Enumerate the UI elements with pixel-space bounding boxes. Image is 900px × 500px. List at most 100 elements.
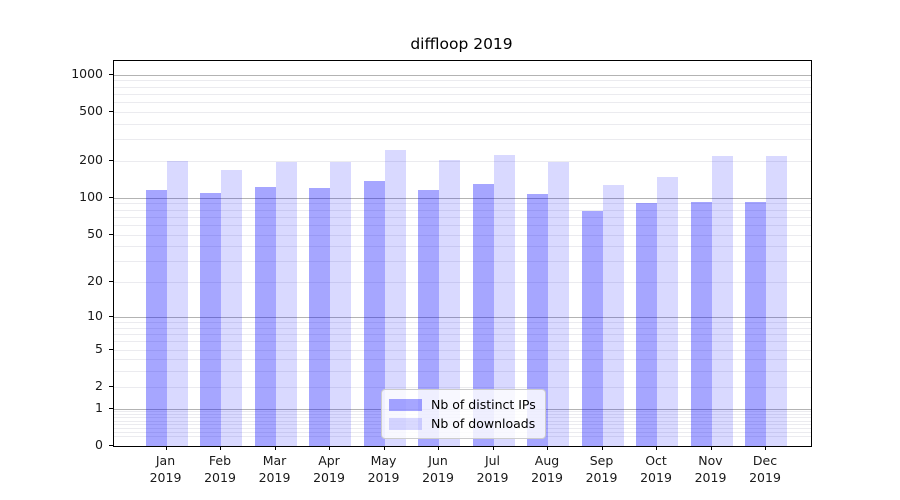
x-tick-label: Dec 2019 <box>749 453 781 485</box>
grid-line-minor <box>114 371 811 373</box>
grid-line-minor <box>114 322 811 324</box>
grid-line-minor <box>114 216 811 218</box>
legend-swatch-downloads <box>389 417 422 430</box>
y-tick-mark <box>109 159 113 161</box>
y-tick-label: 2 <box>95 377 103 393</box>
bar-downloads-jan <box>166 160 188 446</box>
x-tick-mark <box>656 446 657 450</box>
y-tick-label: 50 <box>87 225 103 241</box>
bar-distinct-ips-feb <box>200 192 221 446</box>
x-tick-label: Apr 2019 <box>313 453 345 485</box>
grid-line-minor <box>114 386 811 388</box>
y-tick-label: 500 <box>79 102 103 118</box>
y-tick-mark <box>109 281 113 283</box>
grid-line-minor <box>114 359 811 361</box>
y-tick-label: 5 <box>95 340 103 356</box>
grid-line-minor <box>114 246 811 248</box>
y-tick-mark <box>109 233 113 235</box>
chart-title: diffloop 2019 <box>410 35 513 53</box>
bar-downloads-may <box>384 150 406 446</box>
x-tick-mark <box>274 446 276 450</box>
bar-distinct-ips-apr <box>309 188 330 446</box>
bar-distinct-ips-dec <box>745 202 766 446</box>
bar-downloads-nov <box>711 155 733 446</box>
bar-distinct-ips-jun <box>418 189 439 446</box>
x-tick-mark <box>438 446 439 450</box>
y-tick-label: 200 <box>79 151 103 167</box>
bar-downloads-sep <box>602 184 624 446</box>
y-tick-mark <box>109 73 113 75</box>
x-tick-mark <box>765 446 766 450</box>
grid-line-minor <box>114 224 811 226</box>
bar-downloads-aug <box>548 162 569 446</box>
y-tick-mark <box>109 445 113 446</box>
bar-distinct-ips-jul <box>472 183 494 446</box>
bar-distinct-ips-mar <box>254 186 276 446</box>
y-tick-label: 10 <box>87 308 103 324</box>
grid-line-minor <box>114 327 811 329</box>
x-tick-label: Jun 2019 <box>422 453 454 485</box>
bar-distinct-ips-aug <box>527 193 548 446</box>
legend-label-distinct-ips: Nb of distinct IPs <box>431 397 536 412</box>
y-tick-mark <box>109 348 113 350</box>
grid-line-minor <box>114 93 811 95</box>
grid-line-minor <box>114 139 811 141</box>
grid-line-minor <box>114 123 811 125</box>
bar-downloads-oct <box>657 176 678 446</box>
y-tick-label: 1 <box>95 399 103 415</box>
grid-line-minor <box>114 80 811 82</box>
y-tick-mark <box>109 316 113 318</box>
bar-downloads-dec <box>766 155 787 446</box>
grid-line-minor <box>114 101 811 103</box>
y-tick-label: 20 <box>87 273 103 289</box>
x-tick-mark <box>329 446 330 450</box>
y-tick-label: 100 <box>79 188 103 204</box>
bar-downloads-apr <box>330 161 351 446</box>
legend-label-downloads: Nb of downloads <box>431 416 536 431</box>
grid-line-minor <box>114 334 811 336</box>
x-tick-mark <box>710 446 712 450</box>
x-tick-mark <box>383 446 385 450</box>
x-tick-label: Jan 2019 <box>149 453 182 485</box>
grid-line-minor <box>114 111 811 113</box>
grid-line-minor <box>114 261 811 263</box>
x-tick-label: Mar 2019 <box>258 453 291 485</box>
x-tick-label: Feb 2019 <box>204 453 236 485</box>
grid-line-minor <box>114 282 811 284</box>
x-tick-label: Oct 2019 <box>640 453 672 485</box>
x-tick-label: May 2019 <box>367 453 400 485</box>
grid-line-minor <box>114 209 811 211</box>
x-tick-label: Jul 2019 <box>476 453 509 485</box>
bar-downloads-jul <box>493 154 515 446</box>
bar-downloads-feb <box>221 169 242 446</box>
x-tick-mark <box>492 446 494 450</box>
grid-line-minor <box>114 349 811 351</box>
grid-line-major <box>114 197 811 199</box>
grid-line-minor <box>114 234 811 236</box>
plot-area: Nb of distinct IPs Nb of downloads <box>113 60 812 447</box>
bar-distinct-ips-may <box>363 180 385 446</box>
x-tick-mark <box>165 446 167 450</box>
x-tick-label: Nov 2019 <box>694 453 727 485</box>
legend: Nb of distinct IPs Nb of downloads <box>381 389 546 439</box>
bar-distinct-ips-nov <box>690 202 712 446</box>
bar-distinct-ips-sep <box>581 211 603 446</box>
bars-layer <box>114 61 811 446</box>
legend-swatch-distinct-ips <box>389 398 422 411</box>
x-tick-mark <box>601 446 603 450</box>
grid-line-minor <box>114 341 811 343</box>
y-tick-mark <box>109 407 113 409</box>
grid-line-minor <box>114 86 811 88</box>
legend-item-downloads: Nb of downloads <box>389 414 536 433</box>
bar-distinct-ips-jan <box>145 190 167 446</box>
y-tick-label: 0 <box>95 437 103 452</box>
bar-downloads-mar <box>275 161 297 446</box>
y-tick-mark <box>109 196 113 198</box>
bar-downloads-jun <box>439 159 460 446</box>
grid-line-major <box>114 74 811 76</box>
grid-line-minor <box>114 160 811 162</box>
x-tick-mark <box>547 446 548 450</box>
x-tick-label: Aug 2019 <box>531 453 563 485</box>
y-tick-label: 1000 <box>71 65 103 81</box>
